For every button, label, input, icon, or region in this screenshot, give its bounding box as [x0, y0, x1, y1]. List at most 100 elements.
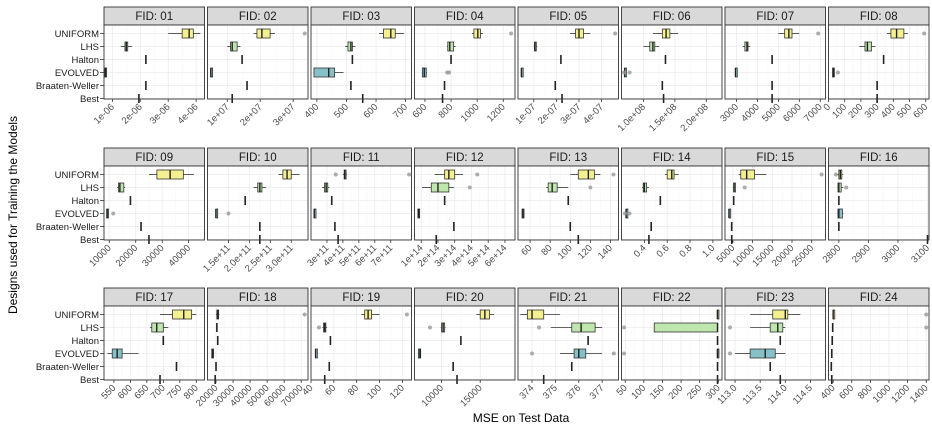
panel-border	[103, 24, 205, 100]
x-tick-label: 1400	[908, 383, 931, 406]
outlier-point	[611, 351, 616, 356]
x-tick-label: 15000	[458, 383, 484, 409]
facet-panel: FID: 20 10000 15000	[414, 287, 516, 409]
x-tick-label: 113.5	[741, 383, 765, 407]
box	[749, 348, 776, 359]
x-tick-label: 250	[685, 383, 704, 402]
x-tick-label: 1.0e+08	[616, 102, 648, 134]
box	[740, 169, 755, 180]
panel-border	[207, 165, 309, 241]
x-tick-label: 600	[837, 383, 856, 402]
facet-title: FID: 15	[756, 152, 794, 164]
facet-panel: FID: 04 600 800 1000 1200	[410, 6, 516, 125]
outlier-point	[226, 211, 231, 216]
box	[864, 41, 872, 52]
panel-border	[310, 24, 412, 100]
outlier-point	[467, 185, 472, 190]
x-tick-label: 800	[437, 102, 456, 121]
x-tick-label: 113.0	[715, 383, 739, 407]
x-tick-label: 100	[629, 383, 648, 402]
x-tick-label: 500	[332, 102, 351, 121]
panel-background	[414, 166, 515, 240]
x-tick-label: 3100	[909, 243, 932, 266]
panel-background	[828, 306, 929, 380]
outlier-point	[530, 351, 535, 356]
x-tick-label: 120	[576, 243, 595, 262]
panel-border	[621, 165, 723, 241]
outlier-point	[833, 172, 838, 177]
facet-title: FID: 04	[446, 11, 484, 23]
category-label: LHS	[81, 42, 99, 53]
x-tick-label: 0.8	[677, 243, 694, 260]
box	[230, 41, 238, 52]
x-tick-label: 40	[300, 383, 315, 398]
facet-title: FID: 21	[549, 292, 587, 304]
x-tick-label: 100	[830, 102, 849, 121]
panel-background	[518, 25, 619, 99]
panel-border	[414, 165, 516, 241]
panel-background	[207, 306, 308, 380]
outlier-point	[819, 172, 824, 177]
x-tick-label: 377	[588, 383, 607, 402]
outlier-point	[509, 31, 514, 36]
category-label: UNIFORM	[55, 29, 99, 40]
x-tick-label: 0.6	[655, 243, 672, 260]
box	[772, 309, 789, 320]
box	[666, 169, 675, 180]
box	[347, 41, 353, 52]
x-tick-label: 10000	[87, 243, 113, 269]
x-tick-label: 3e-07	[558, 102, 583, 127]
box	[151, 322, 164, 333]
box	[383, 28, 396, 39]
facet-panel: FID: 01 1e-06 2e-06 3e-06 4e-06	[92, 6, 205, 127]
x-tick-label: 3000	[718, 102, 741, 125]
x-tick-label: 376	[564, 383, 583, 402]
outlier-point	[447, 70, 452, 75]
panel-border	[724, 24, 826, 100]
outlier-point	[627, 211, 632, 216]
panel-background	[414, 306, 515, 380]
panel-border	[517, 24, 619, 100]
panel-border	[724, 165, 826, 241]
panel-border	[828, 305, 930, 381]
facet-title: FID: 13	[549, 152, 587, 164]
x-tick-label: 1200	[485, 102, 508, 125]
category-label: Braaten-Weller	[36, 362, 99, 373]
outlier-point	[922, 31, 927, 36]
panel-background	[207, 166, 308, 240]
panel-border	[414, 305, 516, 381]
box	[837, 208, 843, 219]
category-labels: UNIFORM LHS Halton EVOLVED Braaten-Weller Bes…	[36, 29, 104, 386]
panel-background	[414, 25, 515, 99]
box	[447, 41, 455, 52]
x-tick-label: 1000	[871, 383, 894, 406]
y-axis-title: Designs used for Training the Models	[6, 116, 20, 314]
outlier-point	[924, 325, 929, 330]
facet-panel: FID: 23 113.0 113.5 114.0 114.5	[715, 287, 826, 407]
box	[430, 182, 450, 193]
facet-title: FID: 22	[653, 292, 691, 304]
category-label: EVOLVED	[55, 349, 99, 360]
x-tick-label: 60	[323, 383, 338, 398]
x-tick-label: 1e+07	[205, 102, 232, 129]
panel-border	[310, 305, 412, 381]
panel-border	[621, 24, 723, 100]
outlier-point	[728, 325, 733, 330]
outlier-point	[816, 31, 821, 36]
x-tick-label: 0.4	[632, 243, 649, 260]
box	[573, 348, 587, 359]
x-tick-label: 400	[302, 102, 321, 121]
facet-title: FID: 03	[342, 11, 380, 23]
facet-panel: FID: 13 60 80 100 120 140	[517, 147, 619, 262]
x-tick-label: 5000	[760, 102, 783, 125]
x-tick-label: 4e-07	[581, 102, 606, 127]
panel-background	[311, 306, 412, 380]
panel-background	[828, 166, 929, 240]
